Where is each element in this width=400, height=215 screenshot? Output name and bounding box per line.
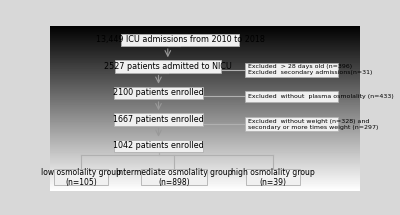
Text: 2100 patients enrolled: 2100 patients enrolled — [113, 88, 204, 97]
FancyBboxPatch shape — [246, 169, 300, 185]
Text: Intermediate osmolality group
(n=898): Intermediate osmolality group (n=898) — [116, 167, 232, 187]
FancyBboxPatch shape — [245, 117, 338, 131]
FancyBboxPatch shape — [114, 113, 204, 126]
Text: 2527 patients admitted to NICU: 2527 patients admitted to NICU — [104, 62, 232, 71]
Text: 13,449 ICU admissions from 2010 to 2018: 13,449 ICU admissions from 2010 to 2018 — [96, 35, 265, 44]
Text: high osmolality group
(n=39): high osmolality group (n=39) — [231, 167, 315, 187]
Text: Excluded  > 28 days old (n=396)
Excluded  secondary admissions(n=31): Excluded > 28 days old (n=396) Excluded … — [248, 64, 372, 75]
FancyBboxPatch shape — [54, 169, 108, 185]
Text: Excluded  without weight (n=328) and
secondary or more times weight (n=297): Excluded without weight (n=328) and seco… — [248, 119, 378, 130]
Text: low osmolality group
(n=105): low osmolality group (n=105) — [41, 167, 121, 187]
FancyBboxPatch shape — [141, 169, 207, 185]
Text: Excluded  without  plasma osmolality (n=433): Excluded without plasma osmolality (n=43… — [248, 94, 394, 99]
FancyBboxPatch shape — [245, 63, 338, 77]
FancyBboxPatch shape — [115, 60, 220, 73]
FancyBboxPatch shape — [114, 87, 204, 99]
FancyBboxPatch shape — [121, 34, 239, 46]
FancyBboxPatch shape — [245, 91, 338, 101]
Text: 1042 patients enrolled: 1042 patients enrolled — [113, 141, 204, 150]
Text: 1667 patients enrolled: 1667 patients enrolled — [113, 115, 204, 124]
FancyBboxPatch shape — [114, 140, 204, 152]
